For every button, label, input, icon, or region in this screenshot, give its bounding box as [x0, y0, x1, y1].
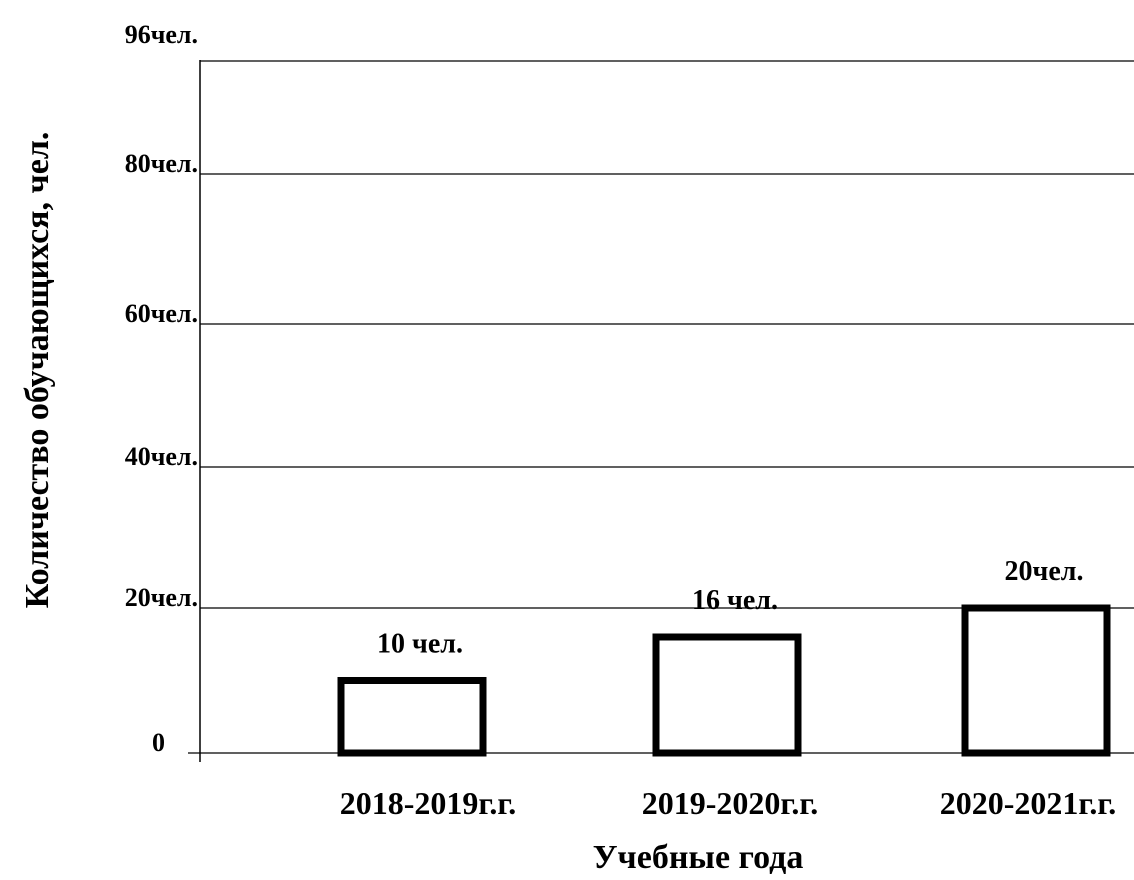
- x-category-label: 2019-2020г.г.: [642, 785, 819, 821]
- y-axis-title: Количество обучающихся, чел.: [19, 132, 56, 609]
- data-label: 20чел.: [1005, 556, 1084, 587]
- y-tick-labels: 0 20чел. 40чел. 60чел. 80чел. 96чел.: [125, 20, 198, 757]
- data-label: 10 чел.: [377, 629, 463, 660]
- bars: [337, 604, 1111, 757]
- y-tick-label: 80чел.: [125, 149, 198, 178]
- bar: [652, 633, 802, 757]
- y-tick-label: 0: [152, 728, 165, 757]
- y-tick-label: 20чел.: [125, 583, 198, 612]
- bar: [961, 604, 1111, 757]
- x-category-labels: 2018-2019г.г. 2019-2020г.г. 2020-2021г.г.: [340, 785, 1117, 821]
- x-axis-title: Учебные года: [593, 839, 804, 876]
- x-category-label: 2020-2021г.г.: [940, 785, 1117, 821]
- y-tick-label: 40чел.: [125, 442, 198, 471]
- data-label: 16 чел.: [692, 585, 778, 616]
- y-tick-label: 60чел.: [125, 299, 198, 328]
- x-category-label: 2018-2019г.г.: [340, 785, 517, 821]
- y-tick-label: 96чел.: [125, 20, 198, 49]
- data-labels: 10 чел. 16 чел. 20чел.: [377, 556, 1083, 660]
- bar: [337, 677, 487, 757]
